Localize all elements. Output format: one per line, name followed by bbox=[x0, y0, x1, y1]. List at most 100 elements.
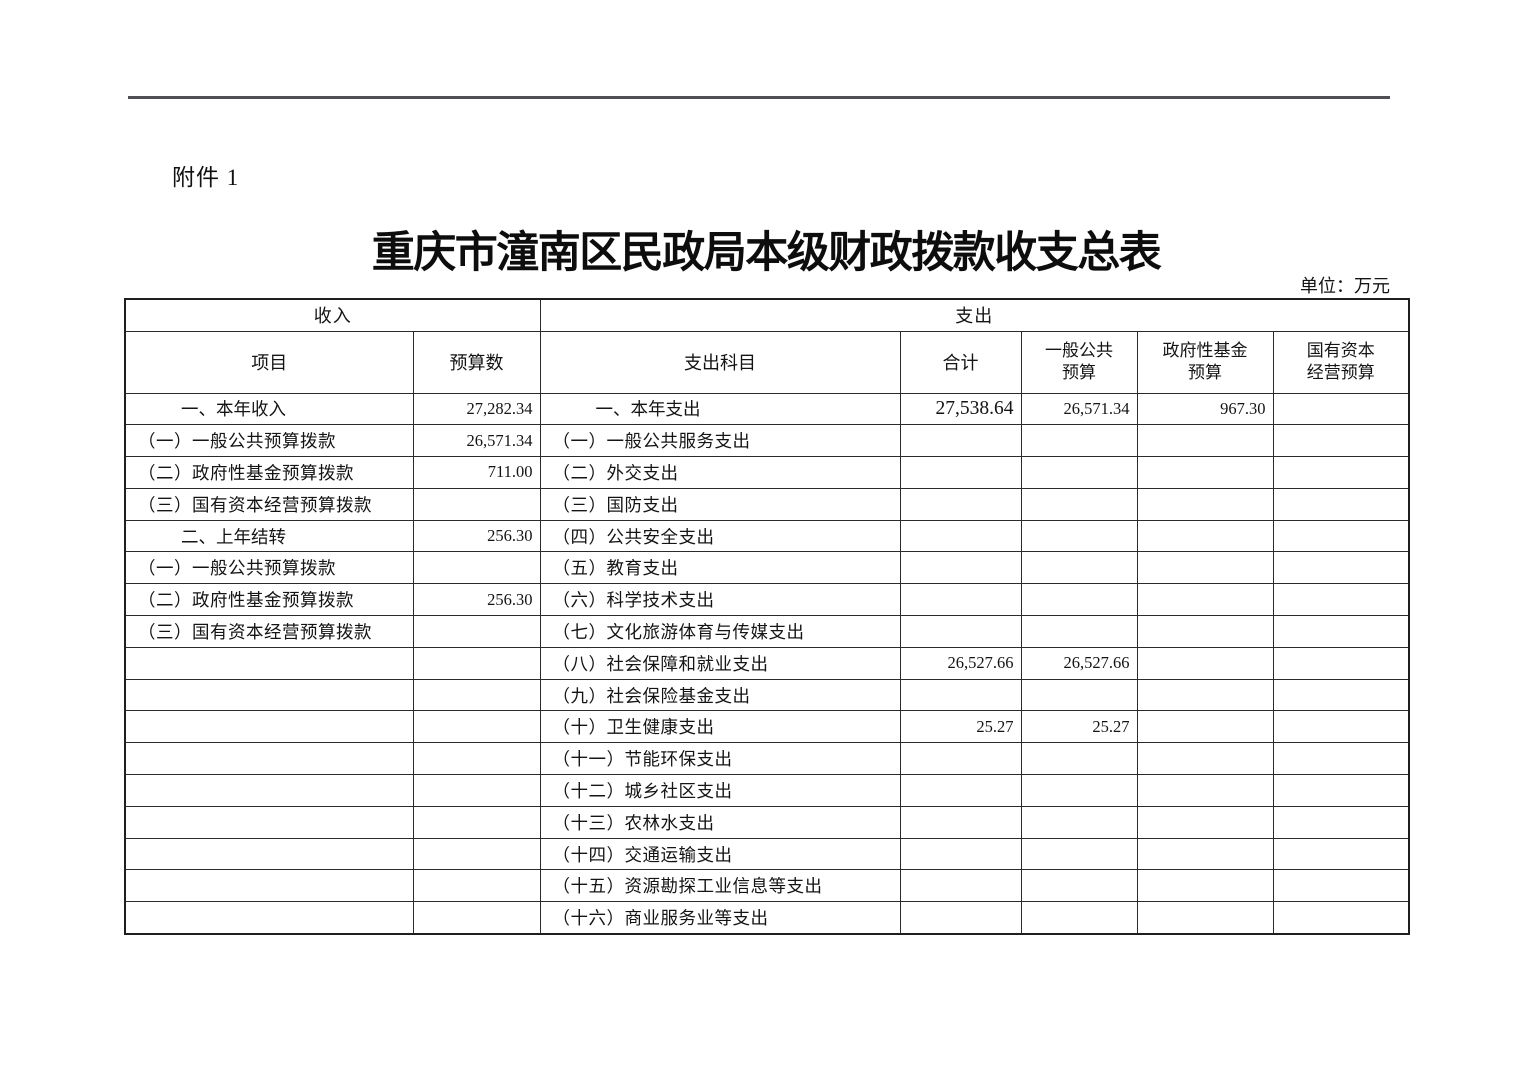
general-public-cell: 25.27 bbox=[1020, 710, 1138, 744]
expense-item-cell: （十四）交通运输支出 bbox=[539, 837, 901, 871]
total-cell bbox=[899, 519, 1022, 553]
general-public-cell bbox=[1020, 424, 1138, 458]
income-item-cell bbox=[124, 646, 414, 680]
table-row: 二、上年结转 256.30 （四）公共安全支出 bbox=[124, 519, 1410, 553]
table-row: （九）社会保险基金支出 bbox=[124, 678, 1410, 712]
income-budget-cell bbox=[412, 678, 541, 712]
income-budget-cell: 256.30 bbox=[412, 583, 541, 617]
total-cell bbox=[899, 678, 1022, 712]
expense-item-cell: （一）一般公共服务支出 bbox=[539, 424, 901, 458]
income-item-cell: （一）一般公共预算拨款 bbox=[124, 424, 414, 458]
expense-item-cell: （十二）城乡社区支出 bbox=[539, 774, 901, 807]
total-cell bbox=[899, 742, 1022, 776]
state-capital-cell bbox=[1272, 774, 1410, 807]
income-item-cell: （三）国有资本经营预算拨款 bbox=[124, 487, 414, 521]
gov-fund-cell bbox=[1136, 487, 1274, 521]
income-budget-cell bbox=[412, 742, 541, 776]
gov-fund-cell bbox=[1136, 710, 1274, 744]
total-cell bbox=[899, 487, 1022, 521]
budget-table: 收入 支出 项目 预算数 支出科目 合计 一般公共 预算 政府性基金 预算 国有资本… bbox=[124, 298, 1411, 935]
general-public-cell bbox=[1020, 456, 1138, 489]
income-budget-cell bbox=[412, 774, 541, 807]
gov-fund-cell bbox=[1136, 583, 1274, 617]
column-header-gov-fund-budget: 政府性基金 预算 bbox=[1136, 330, 1274, 394]
general-public-cell bbox=[1020, 869, 1138, 903]
column-header-total: 合计 bbox=[899, 330, 1022, 394]
income-budget-cell bbox=[412, 869, 541, 903]
income-budget-cell bbox=[412, 901, 541, 935]
table-row: （一）一般公共预算拨款 （五）教育支出 bbox=[124, 551, 1410, 585]
gov-fund-cell bbox=[1136, 678, 1274, 712]
gov-fund-cell bbox=[1136, 837, 1274, 871]
gov-fund-cell bbox=[1136, 869, 1274, 903]
gov-fund-cell bbox=[1136, 646, 1274, 680]
expense-item-cell: （九）社会保险基金支出 bbox=[539, 678, 901, 712]
income-item-cell: 一、本年收入 bbox=[124, 392, 414, 426]
expense-item-cell: （十）卫生健康支出 bbox=[539, 710, 901, 744]
table-row: （十五）资源勘探工业信息等支出 bbox=[124, 869, 1410, 903]
state-capital-cell bbox=[1272, 583, 1410, 617]
gov-fund-cell bbox=[1136, 901, 1274, 935]
table-body: 一、本年收入 27,282.34 一、本年支出 27,538.64 26,571.34 9… bbox=[124, 392, 1410, 935]
total-cell bbox=[899, 615, 1022, 648]
income-budget-cell bbox=[412, 805, 541, 839]
general-public-cell: 26,571.34 bbox=[1020, 392, 1138, 426]
expense-item-cell: （六）科学技术支出 bbox=[539, 583, 901, 617]
table-section-header-row: 收入 支出 bbox=[124, 298, 1410, 332]
table-row: （三）国有资本经营预算拨款 （七）文化旅游体育与传媒支出 bbox=[124, 615, 1410, 648]
table-row: （十四）交通运输支出 bbox=[124, 837, 1410, 871]
total-cell bbox=[899, 805, 1022, 839]
state-capital-cell bbox=[1272, 456, 1410, 489]
general-public-cell: 26,527.66 bbox=[1020, 646, 1138, 680]
gov-fund-cell bbox=[1136, 519, 1274, 553]
column-header-general-public-line2: 预算 bbox=[1062, 363, 1096, 382]
general-public-cell bbox=[1020, 678, 1138, 712]
income-budget-cell bbox=[412, 646, 541, 680]
table-row: 一、本年收入 27,282.34 一、本年支出 27,538.64 26,571.34 9… bbox=[124, 392, 1410, 426]
column-header-state-capital-budget: 国有资本 经营预算 bbox=[1272, 330, 1410, 394]
income-item-cell: （二）政府性基金预算拨款 bbox=[124, 456, 414, 489]
table-row: （二）政府性基金预算拨款 711.00 （二）外交支出 bbox=[124, 456, 1410, 489]
general-public-cell bbox=[1020, 615, 1138, 648]
table-row: （十六）商业服务业等支出 bbox=[124, 901, 1410, 935]
income-item-cell bbox=[124, 710, 414, 744]
general-public-cell bbox=[1020, 742, 1138, 776]
total-cell bbox=[899, 901, 1022, 935]
expense-item-cell: （八）社会保障和就业支出 bbox=[539, 646, 901, 680]
column-header-gov-fund-line2: 预算 bbox=[1188, 363, 1222, 382]
total-cell bbox=[899, 551, 1022, 585]
gov-fund-cell bbox=[1136, 551, 1274, 585]
general-public-cell bbox=[1020, 551, 1138, 585]
income-item-cell: （二）政府性基金预算拨款 bbox=[124, 583, 414, 617]
total-cell bbox=[899, 774, 1022, 807]
table-row: （十）卫生健康支出 25.27 25.27 bbox=[124, 710, 1410, 744]
expense-item-cell: （十六）商业服务业等支出 bbox=[539, 901, 901, 935]
income-item-cell: 二、上年结转 bbox=[124, 519, 414, 553]
general-public-cell bbox=[1020, 805, 1138, 839]
general-public-cell bbox=[1020, 583, 1138, 617]
table-row: （二）政府性基金预算拨款 256.30 （六）科学技术支出 bbox=[124, 583, 1410, 617]
expense-item-cell: （十五）资源勘探工业信息等支出 bbox=[539, 869, 901, 903]
state-capital-cell bbox=[1272, 615, 1410, 648]
table-row: （十三）农林水支出 bbox=[124, 805, 1410, 839]
table-row: （三）国有资本经营预算拨款 （三）国防支出 bbox=[124, 487, 1410, 521]
state-capital-cell bbox=[1272, 424, 1410, 458]
table-row: （十一）节能环保支出 bbox=[124, 742, 1410, 776]
page-title: 重庆市潼南区民政局本级财政拨款收支总表 bbox=[371, 230, 1162, 277]
income-budget-cell: 27,282.34 bbox=[412, 392, 541, 426]
expense-item-cell: （十一）节能环保支出 bbox=[539, 742, 901, 776]
attachment-label: 附件 1 bbox=[172, 165, 240, 190]
income-budget-cell: 26,571.34 bbox=[412, 424, 541, 458]
column-header-expense-item: 支出科目 bbox=[539, 330, 901, 394]
gov-fund-cell bbox=[1136, 424, 1274, 458]
total-cell bbox=[899, 424, 1022, 458]
state-capital-cell bbox=[1272, 519, 1410, 553]
state-capital-cell bbox=[1272, 901, 1410, 935]
gov-fund-cell bbox=[1136, 456, 1274, 489]
general-public-cell bbox=[1020, 901, 1138, 935]
total-cell bbox=[899, 456, 1022, 489]
table-column-header-row: 项目 预算数 支出科目 合计 一般公共 预算 政府性基金 预算 国有资本 经营预算 bbox=[124, 330, 1410, 394]
header-rule bbox=[128, 96, 1390, 99]
column-header-general-public-budget: 一般公共 预算 bbox=[1020, 330, 1138, 394]
